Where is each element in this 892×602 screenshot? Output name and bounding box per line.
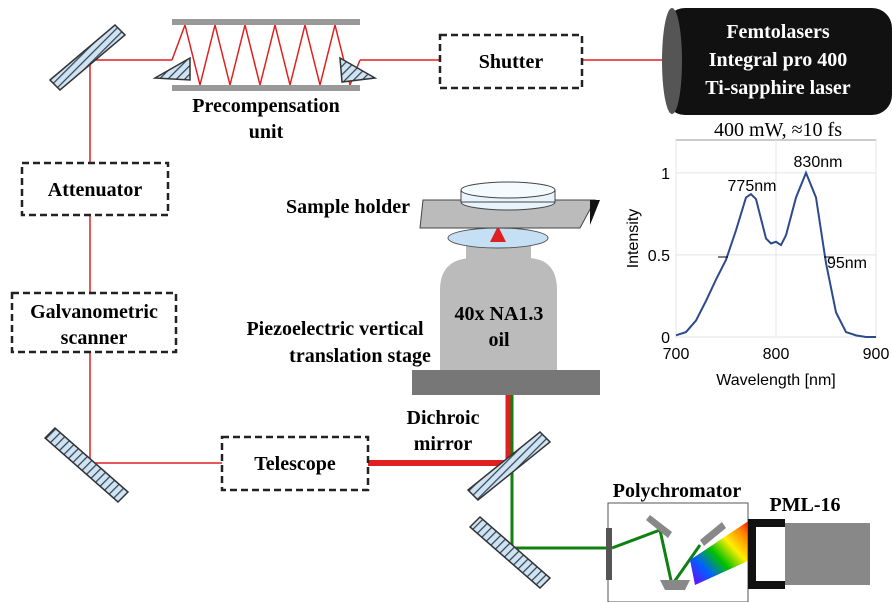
attenuator-label: Attenuator	[48, 179, 143, 201]
galvo-label: Galvanometric	[30, 301, 158, 323]
galvo-label: scanner	[61, 327, 128, 349]
precomp-label: Precompensation	[192, 95, 339, 117]
annotation: 95nm	[827, 255, 867, 272]
y-tick-label: 0	[661, 330, 670, 347]
spectrum-chart: 700 800 900 0 0.5 1 Wavelength [nm] Intensity 77…	[625, 140, 889, 389]
dichroic-label: Dichroic	[407, 407, 480, 429]
annotation: 775nm	[728, 178, 777, 195]
laser-spec: 400 mW, ≈10 fs	[714, 119, 842, 141]
stage-label: translation stage	[289, 345, 431, 367]
laser-label: Integral pro 400	[709, 49, 848, 71]
x-axis-label: Wavelength [nm]	[716, 372, 835, 389]
precomp-label: unit	[249, 121, 284, 143]
sample-holder-label: Sample holder	[286, 196, 410, 218]
laser-label: Femtolasers	[726, 21, 830, 43]
stage-label: Piezoelectric vertical	[246, 318, 424, 340]
shutter-label: Shutter	[479, 51, 544, 73]
y-tick-label: 1	[661, 166, 670, 183]
annotation: 830nm	[794, 154, 843, 171]
setup-diagram: Femtolasers Integral pro 400 Ti-sapphire…	[0, 0, 892, 602]
x-tick-label: 700	[663, 346, 690, 363]
x-tick-label: 800	[763, 346, 790, 363]
polychromator-label: Polychromator	[613, 480, 742, 502]
x-tick-label: 900	[863, 346, 890, 363]
telescope-label: Telescope	[254, 453, 336, 475]
laser-label: Ti-sapphire laser	[705, 77, 851, 99]
y-axis-label: Intensity	[625, 209, 642, 269]
y-tick-label: 0.5	[648, 248, 670, 265]
detector-label: PML-16	[769, 494, 840, 516]
objective-label: oil	[488, 329, 510, 351]
dichroic-label: mirror	[414, 433, 473, 455]
objective-label: 40x NA1.3	[455, 303, 544, 325]
